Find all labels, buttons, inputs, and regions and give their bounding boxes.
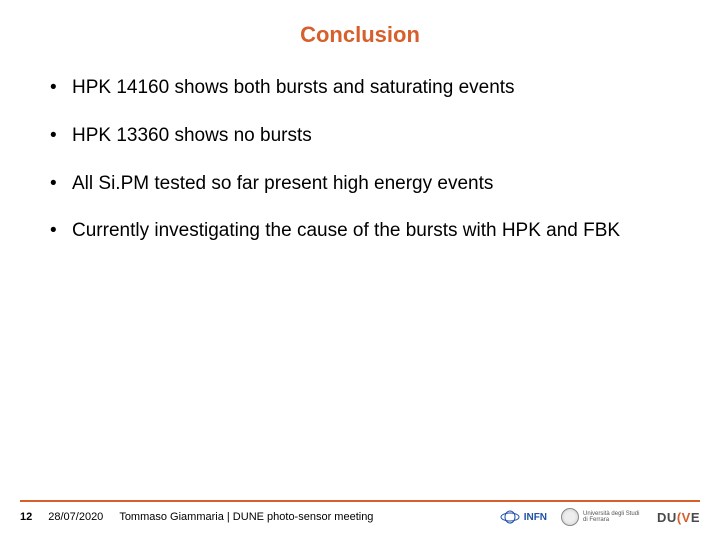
footer-rule [20, 500, 700, 502]
bullet-item: Currently investigating the cause of the… [50, 219, 670, 243]
dune-logo-accent: (V [677, 510, 691, 525]
slide-content: HPK 14160 shows both bursts and saturati… [0, 48, 720, 500]
dune-logo: DU(VE [657, 510, 700, 525]
infn-logo-text: INFN [524, 512, 547, 523]
infn-logo: INFN [500, 510, 547, 524]
footer-logos: INFN Università degli Studi di Ferrara D… [500, 508, 700, 526]
dune-logo-suffix: E [691, 510, 700, 525]
footer-date: 28/07/2020 [48, 511, 103, 523]
infn-icon [500, 510, 520, 524]
bullet-list: HPK 14160 shows both bursts and saturati… [50, 76, 670, 243]
bullet-item: HPK 14160 shows both bursts and saturati… [50, 76, 670, 100]
bullet-item: HPK 13360 shows no bursts [50, 124, 670, 148]
ferrara-seal-icon [561, 508, 579, 526]
dune-logo-prefix: DU [657, 510, 677, 525]
footer-author: Tommaso Giammaria | DUNE photo-sensor me… [119, 511, 373, 523]
infn-text-wrap: INFN [524, 512, 547, 523]
ferrara-logo-text: Università degli Studi di Ferrara [583, 511, 643, 523]
slide: Conclusion HPK 14160 shows both bursts a… [0, 0, 720, 540]
page-number: 12 [20, 511, 32, 523]
slide-title: Conclusion [0, 22, 720, 48]
bullet-item: All Si.PM tested so far present high ene… [50, 172, 670, 196]
footer: 12 28/07/2020 Tommaso Giammaria | DUNE p… [0, 508, 720, 540]
ferrara-logo: Università degli Studi di Ferrara [561, 508, 643, 526]
